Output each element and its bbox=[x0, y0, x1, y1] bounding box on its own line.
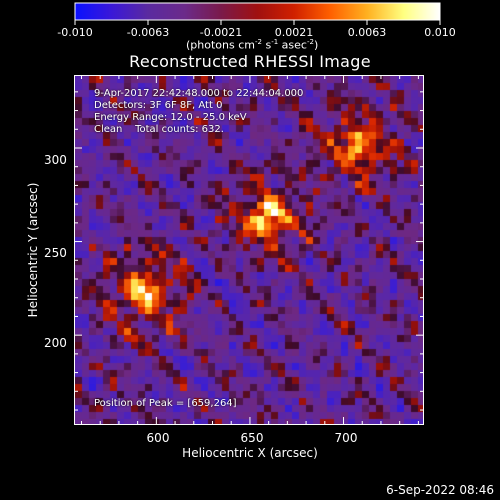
timestamp: 6-Sep-2022 08:46 bbox=[386, 483, 494, 497]
rhessi-heatmap bbox=[75, 76, 423, 424]
colorbar bbox=[74, 2, 441, 25]
y-axis-label: Heliocentric Y (arcsec) bbox=[26, 182, 40, 318]
image-title: Reconstructed RHESSI Image bbox=[129, 52, 371, 71]
colorbar-ticks bbox=[74, 20, 441, 25]
colorbar-tick-label-3: 0.0021 bbox=[274, 26, 314, 39]
y-tick-label-250: 250 bbox=[44, 246, 67, 260]
colorbar-tick-label-2: -0.0021 bbox=[199, 26, 243, 39]
x-axis-label: Heliocentric X (arcsec) bbox=[182, 446, 318, 460]
clean-line: Clean Total counts: 632. bbox=[94, 124, 224, 135]
info-panel: 9-Apr-2017 22:42:48.000 to 22:44:04.000 … bbox=[94, 88, 303, 136]
plot-area bbox=[74, 75, 424, 425]
colorbar-gradient bbox=[74, 2, 441, 21]
peak-position: Position of Peak = [659,264] bbox=[94, 398, 237, 409]
colorbar-tick-label-5: 0.010 bbox=[424, 26, 456, 39]
energy-range: Energy Range: 12.0 - 25.0 keV bbox=[94, 112, 247, 123]
y-tick-label-200: 200 bbox=[44, 336, 67, 350]
colorbar-tick-label-0: -0.010 bbox=[57, 26, 93, 39]
x-tick-label-650: 650 bbox=[240, 431, 264, 445]
colorbar-tick-label-4: 0.0063 bbox=[347, 26, 387, 39]
x-tick-label-700: 700 bbox=[334, 431, 358, 445]
colorbar-tick-label-1: -0.0063 bbox=[126, 26, 170, 39]
colorbar-units: (photons cm-2 s-1 asec-2) bbox=[186, 38, 319, 52]
time-range: 9-Apr-2017 22:42:48.000 to 22:44:04.000 bbox=[94, 88, 304, 99]
y-tick-label-300: 300 bbox=[44, 153, 67, 167]
detectors-line: Detectors: 3F 6F 8F, Att 0 bbox=[94, 100, 223, 111]
x-tick-label-600: 600 bbox=[146, 431, 170, 445]
